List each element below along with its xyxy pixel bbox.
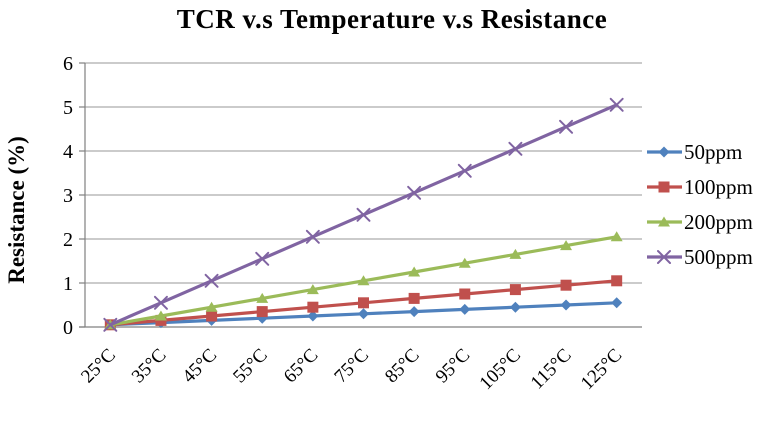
marker-square	[611, 275, 623, 287]
marker-x	[255, 251, 270, 266]
x-tick-label: 25°C	[77, 345, 120, 388]
marker-diamond	[408, 306, 420, 318]
legend-item-100ppm: 100ppm	[646, 174, 753, 199]
legend-marker-x-icon	[647, 250, 682, 264]
marker-square	[509, 284, 521, 296]
marker-square	[459, 288, 471, 300]
marker-triangle	[357, 275, 370, 286]
y-tick-label: 4	[63, 141, 73, 163]
legend-marker-square-icon	[647, 181, 682, 193]
marker-diamond	[358, 308, 369, 320]
marker-x	[559, 119, 574, 134]
marker-x	[609, 97, 624, 112]
x-tick-label: 45°C	[179, 345, 222, 388]
marker-x	[204, 273, 219, 288]
marker-square	[560, 279, 572, 291]
legend-label: 500ppm	[684, 244, 753, 269]
marker-x	[356, 207, 371, 222]
marker-x	[103, 317, 118, 332]
x-tick-label: 65°C	[280, 345, 323, 388]
legend-item-200ppm: 200ppm	[646, 209, 753, 234]
marker-diamond	[658, 146, 670, 158]
marker-square	[307, 301, 319, 313]
legend-item-50ppm: 50ppm	[646, 139, 753, 164]
marker-square	[206, 310, 218, 322]
y-axis-title: Resistance (%)	[4, 136, 29, 284]
marker-x	[407, 185, 422, 200]
marker-square	[658, 181, 670, 193]
x-tick-label: 115°C	[527, 345, 576, 394]
marker-x	[153, 295, 168, 310]
marker-triangle	[306, 284, 319, 295]
marker-x	[305, 229, 320, 244]
marker-triangle	[658, 216, 670, 227]
y-tick-label: 6	[63, 53, 73, 75]
marker-triangle	[256, 292, 269, 303]
marker-diamond	[459, 303, 471, 315]
marker-triangle	[560, 240, 573, 251]
y-tick-label: 2	[63, 229, 73, 251]
y-tick-label: 0	[63, 317, 73, 339]
x-tick-label: 85°C	[381, 345, 424, 388]
marker-triangle	[154, 310, 167, 321]
marker-diamond	[307, 310, 319, 322]
marker-square	[358, 297, 369, 309]
y-tick-label: 1	[63, 273, 73, 295]
marker-triangle	[458, 257, 471, 268]
marker-triangle	[408, 266, 421, 277]
legend-marker-triangle-icon	[647, 216, 682, 227]
legend-label: 100ppm	[684, 174, 753, 199]
legend-label: 200ppm	[684, 209, 753, 234]
marker-diamond	[509, 301, 521, 313]
marker-x	[657, 250, 671, 264]
marker-square	[256, 306, 268, 318]
legend-marker-diamond-icon	[647, 146, 682, 158]
x-tick-label: 95°C	[432, 345, 475, 388]
marker-square	[408, 292, 420, 304]
x-tick-label: 125°C	[577, 345, 626, 394]
marker-triangle	[610, 231, 623, 242]
legend: 50ppm 100ppm 200ppm 500ppm	[646, 139, 753, 269]
x-tick-label: 35°C	[128, 345, 171, 388]
series-200ppm	[104, 231, 623, 330]
series-50ppm	[104, 297, 623, 331]
marker-triangle	[509, 248, 522, 259]
legend-item-500ppm: 500ppm	[646, 244, 753, 269]
marker-x	[457, 163, 472, 178]
x-tick-label: 105°C	[476, 345, 525, 394]
y-tick-label: 3	[63, 185, 73, 207]
x-tick-label: 55°C	[229, 345, 272, 388]
y-tick-label: 5	[63, 97, 73, 119]
marker-diamond	[560, 299, 572, 311]
marker-triangle	[205, 301, 218, 312]
marker-x	[508, 141, 523, 156]
series-500ppm	[103, 97, 624, 332]
legend-label: 50ppm	[684, 139, 743, 164]
chart-title: TCR v.s Temperature v.s Resistance	[176, 4, 608, 34]
x-tick-label: 75°C	[330, 345, 373, 388]
marker-diamond	[611, 297, 623, 309]
